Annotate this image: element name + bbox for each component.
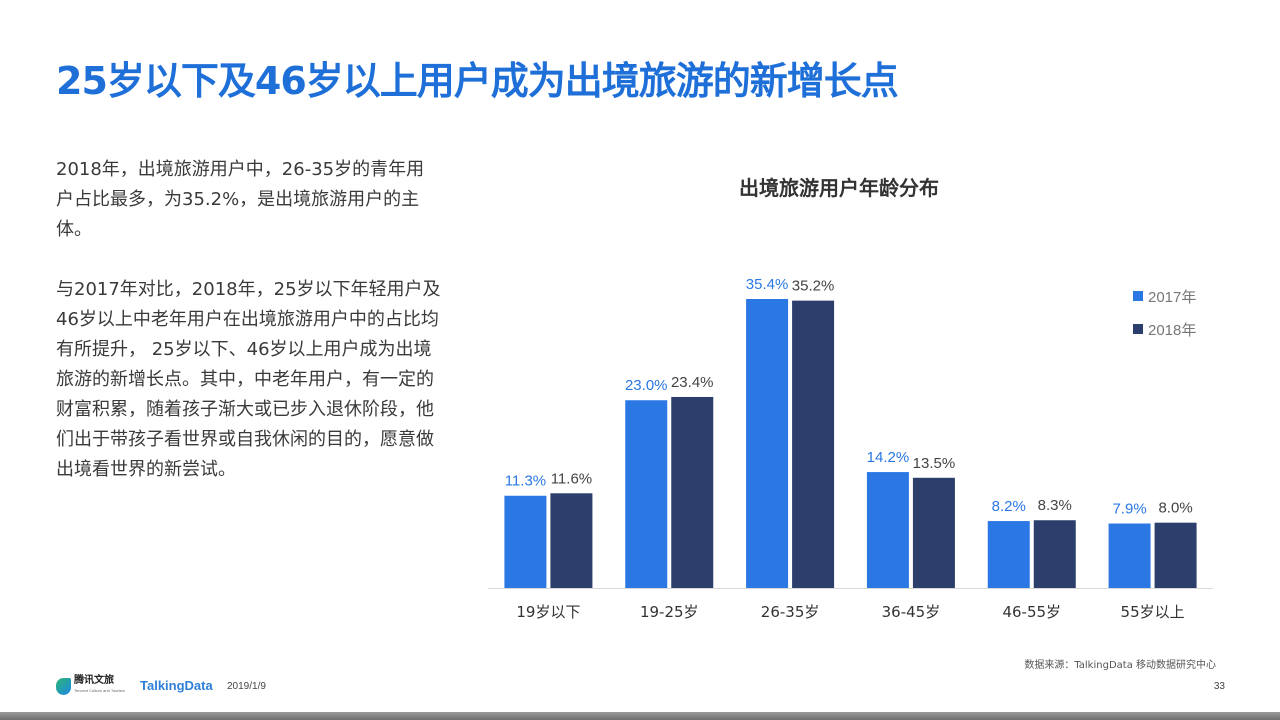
- paragraph-1: 2018年，出境旅游用户中，26-35岁的青年用户占比最多，为35.2%，是出境…: [56, 159, 425, 240]
- data-label-2017年-19-25岁: 23.0%: [625, 377, 668, 394]
- legend-label-2017: 2017年: [1148, 288, 1197, 306]
- body-text: 2018年，出境旅游用户中，26-35岁的青年用户占比最多，为35.2%，是出境…: [56, 155, 441, 515]
- tencent-logo-subtitle: Tencent Culture and Tourism: [74, 688, 125, 693]
- bar-2018年-26-35岁: [792, 300, 835, 588]
- data-label-2017年-55岁以上: 7.9%: [1112, 501, 1146, 518]
- data-label-2018年-46-55岁: 8.3%: [1038, 497, 1072, 514]
- data-label-2017年-36-45岁: 14.2%: [867, 449, 910, 466]
- legend-item-2017: 2017年: [1133, 286, 1196, 306]
- bar-2018年-46-55岁: [1033, 520, 1076, 588]
- data-label-2017年-19岁以下: 11.3%: [505, 473, 546, 490]
- paragraph-2: 与2017年对比，2018年，25岁以下年轻用户及46岁以上中老年用户在出境旅游…: [56, 279, 441, 480]
- bar-2017年-46-55岁: [987, 521, 1030, 588]
- data-label-2018年-26-35岁: 35.2%: [792, 278, 835, 295]
- tencent-logo-name: 腾讯文旅: [74, 675, 114, 686]
- bottom-bar: [0, 712, 1280, 720]
- page-number: 33: [1213, 681, 1225, 692]
- legend-item-2018: 2018年: [1133, 319, 1196, 339]
- legend-swatch-2017: [1133, 291, 1143, 301]
- bar-2018年-19岁以下: [550, 493, 593, 588]
- chart-title: 出境旅游用户年龄分布: [739, 176, 939, 200]
- bar-chart: 11.3% 11.6% 19岁以下 23.0% 23.4% 19-25岁 35.4% 35.2…: [488, 276, 1213, 621]
- x-tick-label: 19-25岁: [640, 603, 699, 621]
- bar-2017年-19-25岁: [625, 400, 668, 588]
- data-label-2018年-55岁以上: 8.0%: [1158, 500, 1192, 517]
- data-label-2018年-19岁以下: 11.6%: [551, 470, 592, 487]
- data-label-2018年-19-25岁: 23.4%: [671, 374, 714, 391]
- x-tick-label: 19岁以下: [516, 603, 580, 621]
- x-tick-label: 26-35岁: [761, 603, 820, 621]
- bar-2017年-36-45岁: [866, 472, 909, 588]
- x-tick-label: 55岁以上: [1121, 603, 1185, 621]
- talkingdata-logo: TalkingData: [140, 678, 213, 693]
- bar-2017年-55岁以上: [1108, 523, 1151, 588]
- x-tick-label: 46-55岁: [1002, 603, 1061, 621]
- footer-date: 2019/1/9: [227, 681, 266, 692]
- bar-2018年-19-25岁: [671, 396, 714, 588]
- data-label-2017年-46-55岁: 8.2%: [992, 498, 1026, 515]
- legend-swatch-2018: [1133, 324, 1143, 334]
- data-source-note: 数据来源：TalkingData 移动数据研究中心: [1024, 660, 1216, 671]
- legend-label-2018: 2018年: [1148, 321, 1197, 339]
- bar-2018年-36-45岁: [912, 477, 955, 588]
- bar-2017年-26-35岁: [746, 299, 789, 588]
- bar-2017年-19岁以下: [504, 495, 547, 588]
- x-tick-label: 36-45岁: [882, 603, 941, 621]
- bar-2018年-55岁以上: [1154, 522, 1197, 588]
- chart-legend: 2017年 2018年: [1133, 286, 1196, 352]
- data-label-2017年-26-35岁: 35.4%: [746, 276, 789, 293]
- data-label-2018年-36-45岁: 13.5%: [913, 455, 956, 472]
- page-title: 25岁以下及46岁以上用户成为出境旅游的新增长点: [56, 59, 899, 103]
- tencent-logo: 腾讯文旅 Tencent Culture and Tourism: [56, 676, 125, 696]
- tencent-leaf-icon: [56, 677, 71, 695]
